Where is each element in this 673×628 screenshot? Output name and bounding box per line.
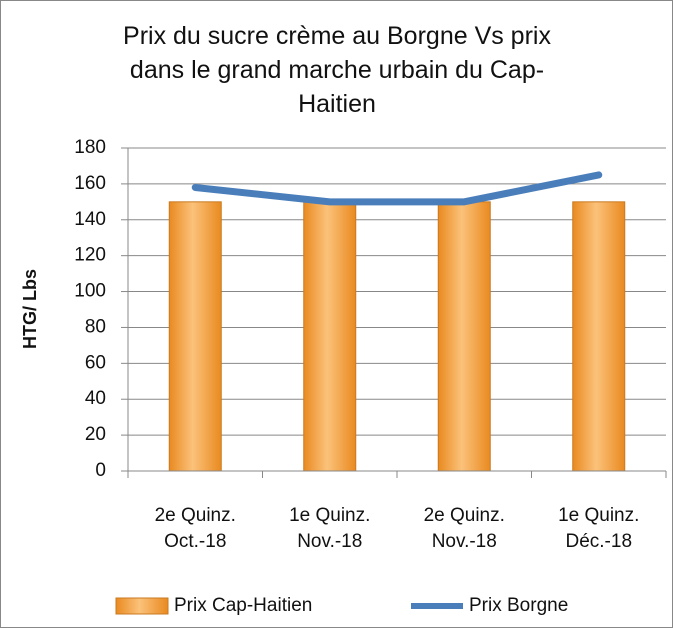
x-tick-label: 2e Quinz. Nov.-18 [423,505,505,552]
y-tick-label: 100 [74,281,106,302]
bar [303,201,357,472]
y-axis-label: HTG/ Lbs [20,269,40,349]
x-tick-label: 1e Quinz. Nov.-18 [289,505,371,552]
y-tick-label: 20 [85,424,106,445]
chart-title: Prix du sucre crème au Borgne Vs prix da… [123,22,551,118]
y-tick-label: 80 [85,316,106,337]
y-tick-label: 60 [85,352,106,373]
legend-swatch [115,597,169,615]
y-tick-label: 160 [74,173,106,194]
y-tick-label: 180 [74,137,106,158]
y-tick-label: 40 [85,388,106,409]
legend-label: Prix Borgne [469,595,568,616]
y-tick-label: 120 [74,245,106,266]
bar [168,201,222,472]
bar [572,201,626,472]
x-tick-label: 2e Quinz. Oct.-18 [154,505,236,552]
legend-label: Prix Cap-Haitien [174,595,312,616]
x-tick-label: 1e Quinz. Déc.-18 [558,505,640,552]
y-tick-label: 140 [74,209,106,230]
y-tick-label: 0 [95,460,106,481]
bar [437,201,491,472]
line [191,171,603,206]
